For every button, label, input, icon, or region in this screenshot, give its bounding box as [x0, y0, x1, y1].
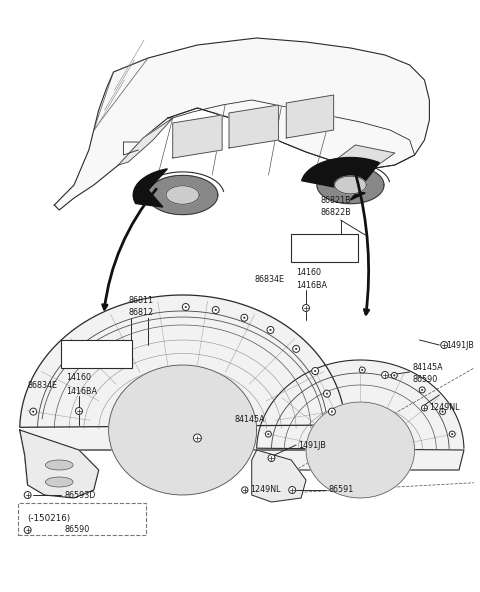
Polygon shape [229, 105, 278, 148]
Circle shape [326, 393, 328, 394]
Circle shape [314, 370, 316, 372]
Text: 1491JB: 1491JB [446, 340, 474, 349]
Text: 86593D: 86593D [64, 491, 96, 500]
Circle shape [440, 408, 445, 414]
Circle shape [391, 372, 397, 378]
Circle shape [360, 367, 365, 373]
Text: 86834E: 86834E [254, 275, 284, 284]
Circle shape [182, 304, 189, 311]
Text: 1249NL: 1249NL [250, 485, 280, 494]
Text: (-150216): (-150216) [28, 513, 71, 523]
Polygon shape [54, 38, 430, 210]
Circle shape [442, 411, 444, 413]
Text: 1416BA: 1416BA [296, 281, 327, 289]
Polygon shape [133, 169, 168, 207]
Polygon shape [166, 186, 199, 204]
Circle shape [382, 372, 388, 378]
Circle shape [328, 408, 336, 415]
Text: 86590: 86590 [413, 375, 438, 384]
Circle shape [212, 307, 219, 314]
Text: 86834E: 86834E [27, 381, 57, 390]
Circle shape [394, 375, 395, 377]
Circle shape [185, 306, 187, 308]
Circle shape [75, 407, 83, 414]
Circle shape [421, 389, 423, 391]
Circle shape [265, 431, 271, 437]
Circle shape [361, 369, 363, 371]
Bar [18, 503, 146, 535]
Circle shape [243, 317, 245, 318]
Polygon shape [20, 430, 99, 498]
Bar [61, 340, 132, 368]
Text: 86590: 86590 [64, 526, 89, 535]
Polygon shape [302, 157, 380, 200]
Circle shape [33, 411, 34, 413]
Circle shape [302, 304, 310, 311]
Text: 1249NL: 1249NL [430, 404, 460, 413]
Circle shape [193, 434, 202, 442]
Text: 86811: 86811 [128, 295, 153, 304]
Circle shape [24, 491, 31, 498]
Ellipse shape [46, 477, 73, 487]
Circle shape [331, 411, 333, 413]
Circle shape [295, 348, 297, 350]
Circle shape [268, 455, 275, 462]
Circle shape [312, 368, 319, 375]
Circle shape [268, 433, 269, 435]
Polygon shape [108, 365, 257, 495]
Text: 14160: 14160 [66, 374, 91, 382]
Polygon shape [147, 175, 218, 215]
Text: 86821B: 86821B [321, 195, 351, 204]
Circle shape [449, 431, 455, 437]
Polygon shape [20, 295, 346, 485]
Polygon shape [317, 166, 384, 204]
Circle shape [421, 405, 427, 411]
Circle shape [241, 487, 248, 493]
Text: 1491JB: 1491JB [298, 440, 326, 449]
Circle shape [241, 314, 248, 321]
Circle shape [441, 342, 448, 349]
Polygon shape [306, 402, 415, 498]
Text: 84145A: 84145A [235, 416, 265, 424]
Polygon shape [252, 450, 306, 502]
Polygon shape [336, 145, 395, 167]
Circle shape [419, 387, 425, 393]
Text: 1416BA: 1416BA [66, 387, 97, 395]
Circle shape [30, 408, 37, 415]
Bar [291, 234, 359, 262]
Circle shape [215, 309, 216, 311]
Polygon shape [173, 115, 222, 158]
Circle shape [451, 433, 453, 435]
Text: 86812: 86812 [128, 307, 154, 317]
Text: 86822B: 86822B [321, 208, 351, 217]
Circle shape [267, 326, 274, 333]
Circle shape [293, 345, 300, 352]
Polygon shape [286, 95, 334, 138]
Circle shape [324, 390, 330, 397]
Text: 84145A: 84145A [413, 363, 443, 372]
Circle shape [270, 329, 271, 331]
Text: 86591: 86591 [329, 485, 354, 494]
Text: 14160: 14160 [296, 268, 321, 276]
Circle shape [24, 526, 31, 533]
Polygon shape [119, 118, 173, 165]
Polygon shape [335, 176, 366, 194]
Polygon shape [257, 360, 464, 470]
Ellipse shape [46, 460, 73, 470]
Circle shape [289, 487, 296, 494]
